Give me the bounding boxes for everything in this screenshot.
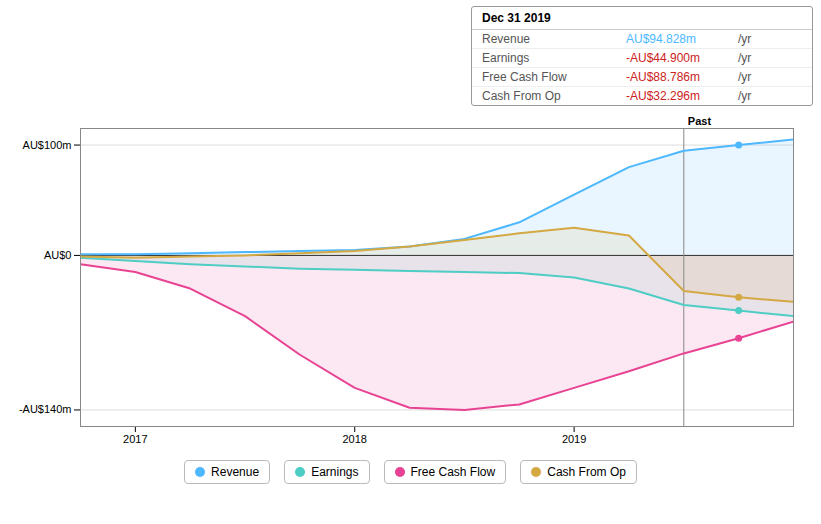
svg-text:2019: 2019 xyxy=(562,433,586,445)
html-text:Free Cash Flow: Free Cash Flow xyxy=(482,70,567,84)
svg-text:2017: 2017 xyxy=(123,433,147,445)
svg-text:2018: 2018 xyxy=(342,433,366,445)
html-text:Earnings: Earnings xyxy=(311,465,359,479)
html-text:/yr: /yr xyxy=(738,32,752,46)
html-text:Dec 31 2019: Dec 31 2019 xyxy=(482,11,551,25)
html-text:-AU$32.296m: -AU$32.296m xyxy=(626,89,700,103)
html-text:Earnings: Earnings xyxy=(482,51,530,65)
html-text:-AU$44.900m: -AU$44.900m xyxy=(626,51,700,65)
html-text:Free Cash Flow: Free Cash Flow xyxy=(410,465,496,479)
html-text:Revenue: Revenue xyxy=(482,32,530,46)
html-text:/yr: /yr xyxy=(738,89,752,103)
svg-text:-AU$140m: -AU$140m xyxy=(19,403,72,415)
svg-text:AU$100m: AU$100m xyxy=(23,139,72,151)
svg-text:Past: Past xyxy=(688,115,712,127)
html-text:Revenue: Revenue xyxy=(211,465,260,479)
html-text:-AU$88.786m: -AU$88.786m xyxy=(626,70,700,84)
html-text:/yr: /yr xyxy=(738,70,752,84)
html-text:Cash From Op: Cash From Op xyxy=(547,465,626,479)
html-text:Cash From Op: Cash From Op xyxy=(482,89,561,103)
svg-text:AU$0: AU$0 xyxy=(44,249,72,261)
html-text:/yr: /yr xyxy=(738,51,752,65)
html-text:AU$94.828m: AU$94.828m xyxy=(626,32,696,46)
